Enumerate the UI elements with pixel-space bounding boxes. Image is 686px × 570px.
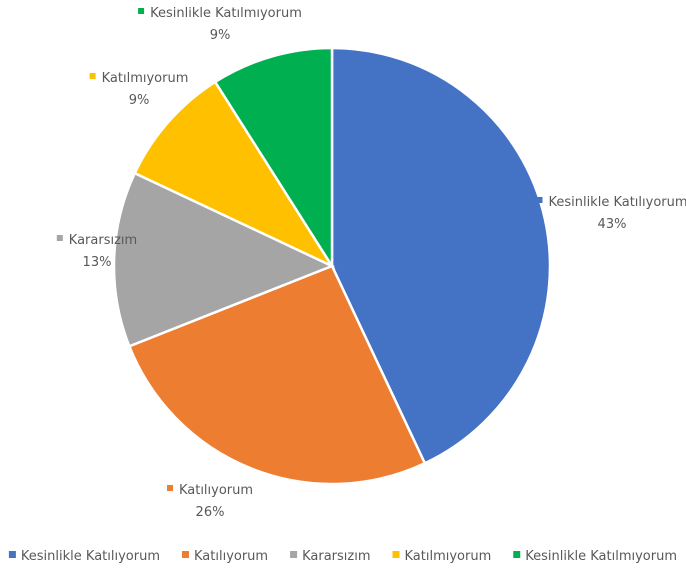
data-label-marker: [167, 485, 173, 491]
pie-slice-kararsizim: [112, 171, 336, 348]
data-label-category: Katılmıyorum: [102, 71, 189, 86]
data-label-kesinlikle-katiliyorum: Kesinlikle Katılıyorum 43%: [536, 195, 686, 232]
data-label-category: Katılıyorum: [179, 483, 253, 498]
data-label-category: Kesinlikle Katılıyorum: [548, 195, 686, 210]
data-label-category: Kararsızım: [69, 233, 137, 248]
pie-slice-kesinlikle-katiliyorum: [330, 46, 552, 465]
legend-label: Kararsızım: [302, 549, 370, 564]
data-label-katilmiyorum: Katılmıyorum 9%: [89, 71, 189, 108]
data-label-marker: [138, 8, 145, 14]
pie-slice-katilmiyorum: [133, 80, 336, 269]
legend-label: Kesinlikle Katılmıyorum: [525, 549, 677, 564]
legend: Kesinlikle Katılıyorum Katılıyorum Kararsı…: [8, 549, 677, 564]
data-labels: Kesinlikle Katılıyorum43%Katılıyorum26%K…: [56, 6, 686, 520]
data-label-marker: [89, 73, 96, 79]
legend-item-katiliyorum: Katılıyorum: [181, 549, 268, 564]
legend-label: Katılıyorum: [194, 549, 268, 564]
data-label-percent: 26%: [196, 505, 225, 520]
pie-slices: [112, 46, 552, 486]
legend-swatch: [8, 551, 16, 558]
legend-swatch: [181, 551, 189, 558]
legend-item-kesinlikle-katiliyorum: Kesinlikle Katılıyorum: [8, 549, 160, 564]
legend-item-kararsizim: Kararsızım: [290, 549, 370, 564]
data-label-percent: 9%: [210, 28, 231, 43]
legend-label: Kesinlikle Katılıyorum: [21, 549, 160, 564]
data-label-percent: 9%: [129, 93, 150, 108]
legend-swatch: [513, 551, 521, 558]
data-label-percent: 43%: [598, 217, 627, 232]
data-label-kesinlikle-katilmiyorum: Kesinlikle Katılmıyorum 9%: [138, 6, 302, 43]
legend-swatch: [392, 551, 400, 558]
data-label-katiliyorum: Katılıyorum 26%: [167, 483, 253, 520]
data-label-category: Kesinlikle Katılmıyorum: [150, 6, 302, 21]
legend-label: Katılmıyorum: [404, 549, 491, 564]
pie-slice-kesinlikle-katilmiyorum: [213, 46, 334, 271]
legend-swatch: [290, 551, 298, 558]
data-label-marker: [536, 197, 543, 203]
pie-slice-katiliyorum: [127, 264, 427, 486]
legend-item-kesinlikle-katilmiyorum: Kesinlikle Katılmıyorum: [513, 549, 677, 564]
data-label-kararsizim: Kararsızım 13%: [56, 233, 137, 270]
data-label-marker: [56, 235, 63, 241]
legend-item-katilmiyorum: Katılmıyorum: [392, 549, 491, 564]
data-label-percent: 13%: [83, 255, 112, 270]
